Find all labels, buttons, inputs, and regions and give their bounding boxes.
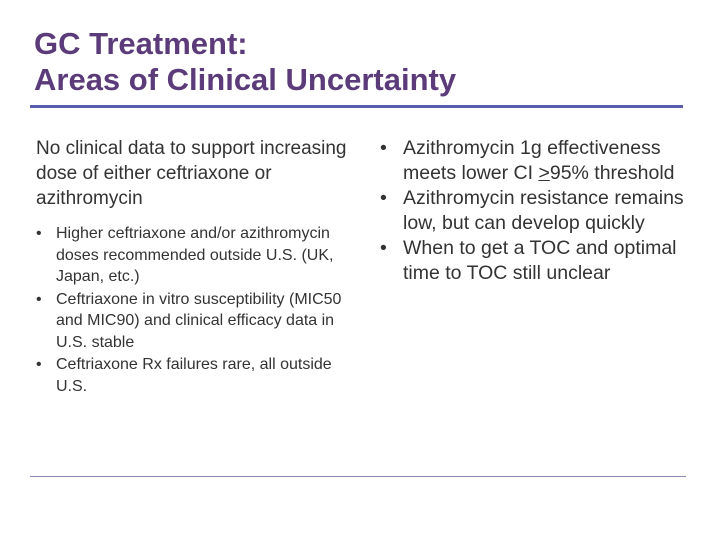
list-item: • Ceftriaxone Rx failures rare, all outs… xyxy=(36,354,354,397)
list-item-text: Ceftriaxone Rx failures rare, all outsid… xyxy=(56,356,332,395)
list-item-text: Azithromycin 1g effectiveness meets lowe… xyxy=(403,137,675,184)
list-item-text: Higher ceftriaxone and/or azithromycin d… xyxy=(56,225,334,285)
list-item: • Azithromycin 1g effectiveness meets lo… xyxy=(380,136,685,186)
list-item: • Higher ceftriaxone and/or azithromycin… xyxy=(36,223,354,288)
left-bullet-list: • Higher ceftriaxone and/or azithromycin… xyxy=(36,223,354,397)
bullet-icon: • xyxy=(380,237,387,259)
left-intro-text: No clinical data to support increasing d… xyxy=(36,138,347,209)
list-item-text: When to get a TOC and optimal time to TO… xyxy=(403,237,677,284)
bullet-icon: • xyxy=(380,137,387,159)
list-item-text: Ceftriaxone in vitro susceptibility (MIC… xyxy=(56,290,342,351)
list-item: • Azithromycin resistance remains low, b… xyxy=(380,186,685,236)
list-item: • When to get a TOC and optimal time to … xyxy=(380,236,685,286)
title-line-2: Areas of Clinical Uncertainty xyxy=(34,62,457,97)
footer-divider xyxy=(30,476,686,477)
list-item: • Ceftriaxone in vitro susceptibility (M… xyxy=(36,289,354,354)
title-line-1: GC Treatment: xyxy=(34,26,248,61)
bullet-icon: • xyxy=(36,225,42,242)
slide-title: GC Treatment: Areas of Clinical Uncertai… xyxy=(34,26,694,98)
bullet-icon: • xyxy=(36,356,42,373)
bullet-icon: • xyxy=(36,290,42,308)
right-column: • Azithromycin 1g effectiveness meets lo… xyxy=(380,136,685,286)
title-divider xyxy=(30,105,683,108)
list-item-text: Azithromycin resistance remains low, but… xyxy=(403,187,684,234)
left-column: No clinical data to support increasing d… xyxy=(36,136,354,398)
bullet-icon: • xyxy=(380,187,387,209)
right-bullet-list: • Azithromycin 1g effectiveness meets lo… xyxy=(380,136,685,286)
greater-equal-symbol: > xyxy=(538,162,550,184)
